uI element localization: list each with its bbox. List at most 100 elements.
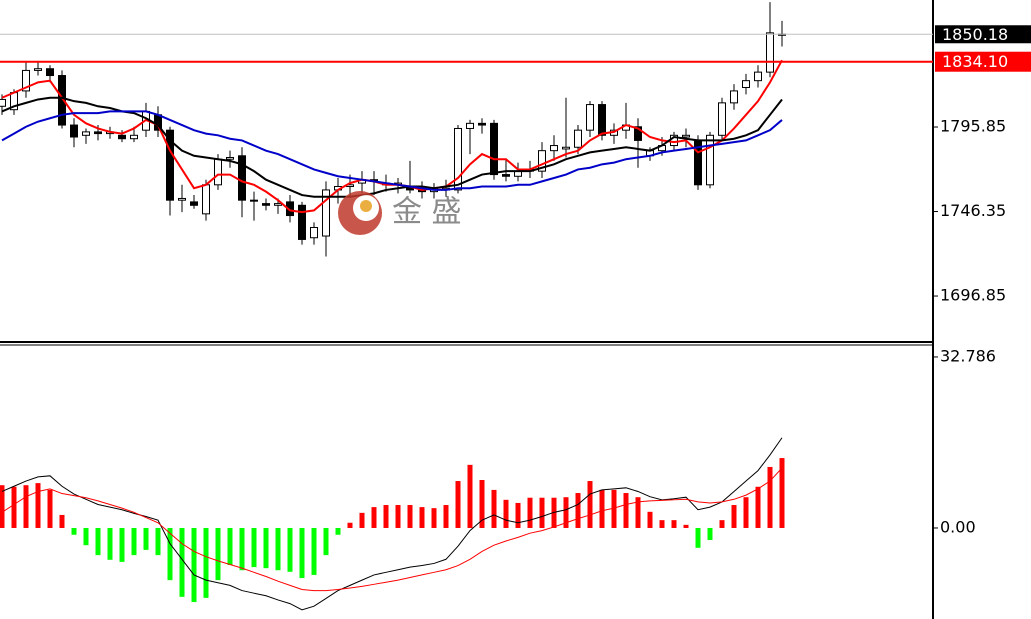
histogram-bar	[515, 502, 521, 528]
candle-body	[730, 90, 738, 104]
candle-body	[262, 203, 270, 206]
candle-body	[478, 122, 486, 126]
histogram-bar	[215, 527, 221, 581]
histogram-bar	[371, 507, 377, 528]
histogram-bar	[299, 527, 305, 579]
histogram-bar	[767, 466, 773, 528]
candle-body	[706, 134, 714, 186]
candle-body	[742, 80, 750, 88]
indicator-line	[1, 437, 783, 611]
histogram-bar	[179, 527, 185, 597]
histogram-bar	[731, 505, 737, 528]
histogram-bar	[335, 527, 341, 535]
histogram-bar	[503, 499, 509, 528]
candle-body	[70, 124, 78, 138]
histogram-bar	[695, 527, 701, 548]
candle-body	[226, 156, 234, 160]
histogram-bar	[635, 497, 641, 528]
y-tick-label: 1696.85	[940, 286, 1006, 305]
candle-body	[598, 104, 606, 136]
histogram-bar	[311, 527, 317, 575]
histogram-bar	[599, 489, 605, 528]
histogram-bar	[419, 507, 425, 528]
histogram-bar	[83, 527, 89, 546]
histogram-bar	[527, 497, 533, 528]
histogram-bar	[575, 493, 581, 528]
histogram-bar	[407, 505, 413, 528]
candle-body	[562, 146, 570, 150]
candle-body	[490, 122, 498, 176]
moving-average-line	[1, 96, 783, 198]
histogram-bar	[191, 527, 197, 603]
candle-body	[46, 68, 54, 77]
candle-body	[22, 69, 30, 92]
histogram-bar	[263, 527, 269, 569]
price-level-label: 1834.10	[942, 52, 1008, 71]
candle-body	[586, 104, 594, 131]
candle-body	[202, 184, 210, 215]
histogram-bar	[251, 527, 257, 568]
histogram-bar	[563, 497, 569, 528]
histogram-bar	[143, 527, 149, 550]
candle-body	[34, 68, 42, 71]
histogram-bar	[203, 527, 209, 598]
histogram-bar	[467, 464, 473, 528]
y-tick-label: 32.786	[940, 346, 996, 365]
histogram-bar	[155, 527, 161, 556]
candle-body	[214, 158, 222, 186]
histogram-bar	[47, 489, 53, 528]
candle-body	[166, 129, 174, 201]
candle-body	[718, 102, 726, 136]
histogram-bar	[707, 527, 713, 540]
candle-body	[466, 122, 474, 129]
histogram-bar	[779, 458, 785, 528]
histogram-bar	[71, 527, 77, 535]
histogram-bar	[11, 486, 17, 528]
histogram-bar	[275, 527, 281, 571]
histogram-bar	[443, 505, 449, 528]
candle-body	[298, 204, 306, 240]
histogram-bar	[671, 520, 677, 528]
histogram-bar	[683, 524, 689, 528]
candle-body	[682, 134, 690, 138]
candle-body	[502, 174, 510, 177]
histogram-bar	[611, 489, 617, 528]
histogram-bar	[587, 481, 593, 528]
histogram-bar	[287, 527, 293, 572]
histogram-bar	[347, 522, 353, 528]
candle-body	[322, 189, 330, 237]
histogram-bar	[455, 481, 461, 528]
histogram-bar	[323, 527, 329, 556]
histogram-bar	[431, 508, 437, 528]
histogram-bar	[167, 527, 173, 581]
y-tick-label: 1746.35	[940, 201, 1006, 220]
histogram-bar	[0, 485, 5, 528]
last-price-label: 1850.18	[942, 25, 1008, 44]
histogram-bar	[539, 497, 545, 528]
price-level-label-box	[935, 51, 1031, 72]
y-tick-label: 1795.85	[940, 117, 1006, 136]
candle-body	[178, 197, 186, 201]
candle-body	[58, 75, 66, 126]
watermark-text: 金 盛	[392, 195, 462, 230]
candle-body	[238, 155, 246, 201]
candle-body	[574, 129, 582, 148]
candle-body	[190, 201, 198, 206]
histogram-bar	[131, 527, 137, 556]
histogram-bar	[95, 527, 101, 556]
candle-body	[118, 134, 126, 140]
histogram-bar	[35, 483, 41, 528]
histogram-bar	[23, 485, 29, 528]
candle-body	[94, 131, 102, 135]
moving-average-line	[1, 110, 783, 191]
last-price-label-box	[935, 25, 1031, 44]
histogram-bar	[395, 505, 401, 528]
histogram-bar	[755, 486, 761, 528]
candle-body	[634, 126, 642, 141]
candle-body	[0, 98, 6, 107]
histogram-bar	[119, 527, 125, 562]
histogram-bar	[239, 527, 245, 571]
